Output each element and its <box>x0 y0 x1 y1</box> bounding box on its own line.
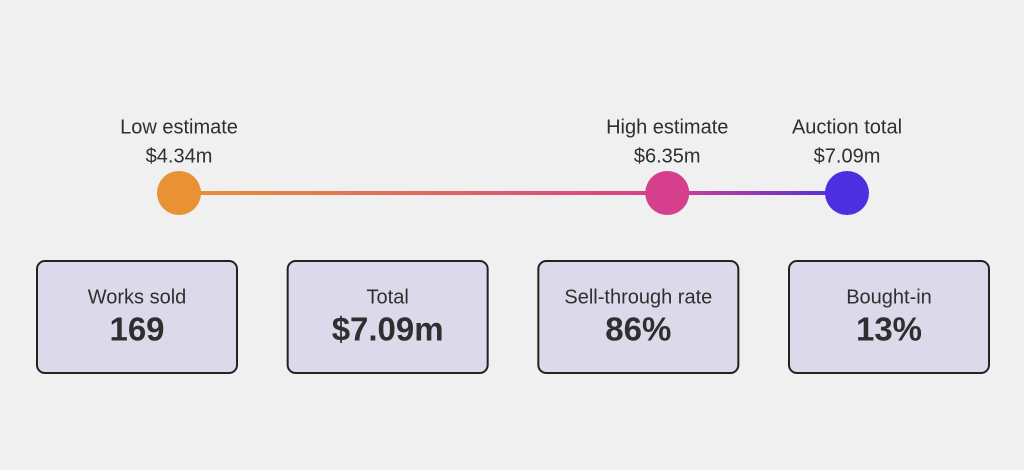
dot-category: High estimate <box>606 116 728 138</box>
stat-card: Works sold 169 <box>36 260 238 374</box>
stat-card: Sell-through rate 86% <box>537 260 740 374</box>
stat-value: 86% <box>605 311 671 348</box>
stat-box <box>36 260 238 374</box>
stat-value: 169 <box>109 311 164 348</box>
stat-value: $7.09m <box>332 311 444 348</box>
stat-label: Bought-in <box>846 286 932 308</box>
stat-label: Works sold <box>88 286 187 308</box>
stat-card: Total $7.09m <box>286 260 489 374</box>
dot-category: Auction total <box>792 116 902 138</box>
stat-card: Bought-in 13% <box>788 260 990 374</box>
stat-box <box>788 260 990 374</box>
stat-label: Sell-through rate <box>564 286 712 308</box>
stat-value: 13% <box>856 311 922 348</box>
dot <box>157 171 201 215</box>
dot-value-label: $6.35m <box>634 145 701 167</box>
stat-box <box>537 260 740 374</box>
dot-category: Low estimate <box>120 116 238 138</box>
stat-label: Total <box>367 286 409 308</box>
dot-value-label: $4.34m <box>146 145 213 167</box>
dot <box>645 171 690 215</box>
stat-box <box>286 260 489 374</box>
dot-value-label: $7.09m <box>814 145 881 167</box>
dot <box>825 171 869 215</box>
